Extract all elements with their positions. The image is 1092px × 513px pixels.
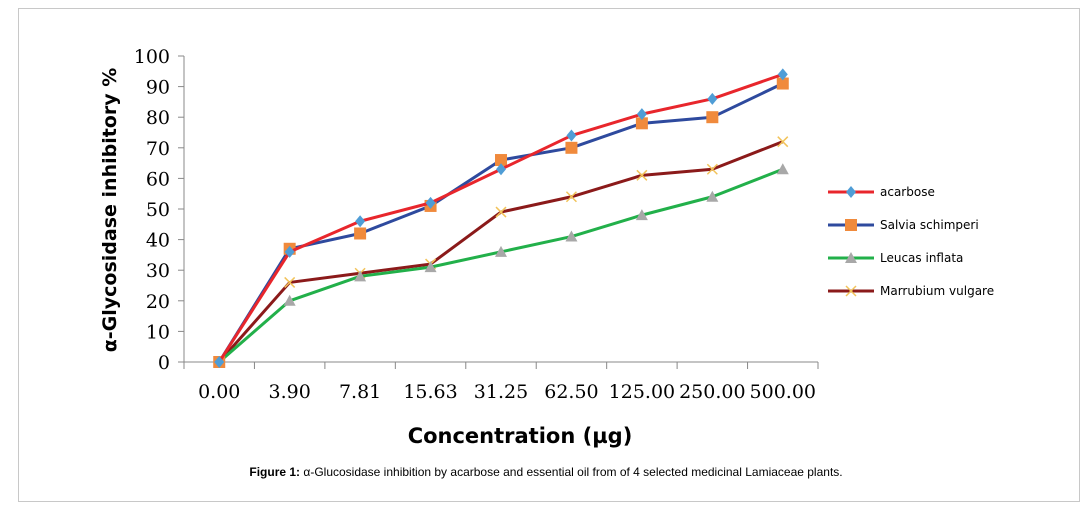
x-tick-label: 7.81 — [339, 381, 381, 403]
data-point — [284, 276, 296, 288]
y-tick-label: 40 — [146, 230, 170, 252]
y-tick-label: 20 — [146, 291, 170, 313]
data-point — [354, 227, 367, 240]
legend-entry: Leucas inflata — [828, 251, 963, 265]
data-point — [635, 117, 648, 130]
data-point — [214, 356, 225, 368]
data-point — [495, 206, 507, 218]
series-line — [218, 167, 784, 364]
legend-marker — [845, 285, 857, 297]
legend-label: Leucas inflata — [880, 251, 963, 265]
x-tick-label: 500.00 — [750, 381, 816, 403]
y-tick-label: 50 — [146, 199, 170, 221]
y-tick-label: 0 — [158, 352, 170, 374]
x-axis-label: Concentration (µg) — [408, 424, 633, 448]
legend-entry: acarbose — [828, 185, 935, 199]
x-axis: 0.00 3.90 7.81 15.63 31.25 62.50 125.00 250.00 5… — [183, 361, 819, 403]
data-point — [706, 190, 719, 202]
x-tick-label: 15.63 — [403, 381, 457, 403]
legend: acarbose Salvia schimperi Leucas inflata Ma… — [828, 185, 994, 298]
data-point — [776, 163, 789, 175]
series-0 — [214, 68, 788, 368]
x-tick-label: 125.00 — [609, 381, 675, 403]
series-layer — [213, 68, 789, 368]
y-tick-label: 10 — [146, 321, 170, 343]
y-tick-label: 70 — [146, 138, 170, 160]
data-point — [636, 169, 648, 181]
data-point — [354, 270, 367, 282]
y-tick-label: 30 — [146, 260, 170, 282]
series-line — [217, 82, 784, 363]
data-point — [565, 141, 578, 154]
y-axis: 0 10 20 30 40 50 60 70 80 90 100 — [134, 46, 185, 374]
data-point — [636, 108, 647, 121]
data-point — [706, 163, 718, 175]
data-point — [566, 129, 577, 142]
x-tick-label: 250.00 — [679, 381, 745, 403]
figure-caption: Figure 1: α-Glucosidase inhibition by ac… — [0, 465, 1092, 479]
legend-label: Marrubium vulgare — [880, 284, 994, 298]
y-tick-label: 100 — [134, 46, 170, 68]
caption-text: α-Glucosidase inhibition by acarbose and… — [300, 465, 843, 479]
data-point — [777, 136, 789, 148]
data-point — [424, 261, 437, 273]
data-point — [777, 68, 788, 81]
legend-marker — [845, 219, 857, 231]
series-2 — [213, 163, 789, 367]
y-tick-label: 80 — [146, 107, 170, 129]
legend-marker — [845, 252, 857, 263]
data-point — [776, 77, 789, 90]
x-tick-label: 0.00 — [198, 381, 240, 403]
data-point — [565, 230, 578, 242]
data-point — [284, 245, 295, 258]
legend-label: Salvia schimperi — [880, 218, 979, 232]
x-tick-label: 3.90 — [269, 381, 311, 403]
y-tick-label: 60 — [146, 168, 170, 190]
data-point — [495, 154, 507, 167]
data-point — [355, 215, 366, 228]
x-tick-label: 62.50 — [544, 381, 598, 403]
data-point — [496, 163, 506, 176]
legend-label: acarbose — [880, 185, 935, 199]
data-point — [565, 191, 577, 203]
caption-label: Figure 1: — [249, 465, 301, 479]
data-point — [283, 294, 296, 306]
legend-marker — [846, 186, 856, 198]
data-point — [495, 245, 507, 257]
y-axis-label: α-Glycosidase inhibitory % — [99, 68, 121, 353]
series-1 — [213, 77, 789, 368]
x-tick-label: 31.25 — [474, 381, 528, 403]
figure-frame — [18, 8, 1080, 502]
data-point — [425, 196, 436, 209]
legend-entry: Salvia schimperi — [828, 218, 979, 232]
data-point — [706, 111, 719, 124]
data-point — [707, 92, 718, 105]
legend-entry: Marrubium vulgare — [828, 284, 994, 298]
y-tick-label: 90 — [146, 77, 170, 99]
data-point — [635, 209, 648, 221]
